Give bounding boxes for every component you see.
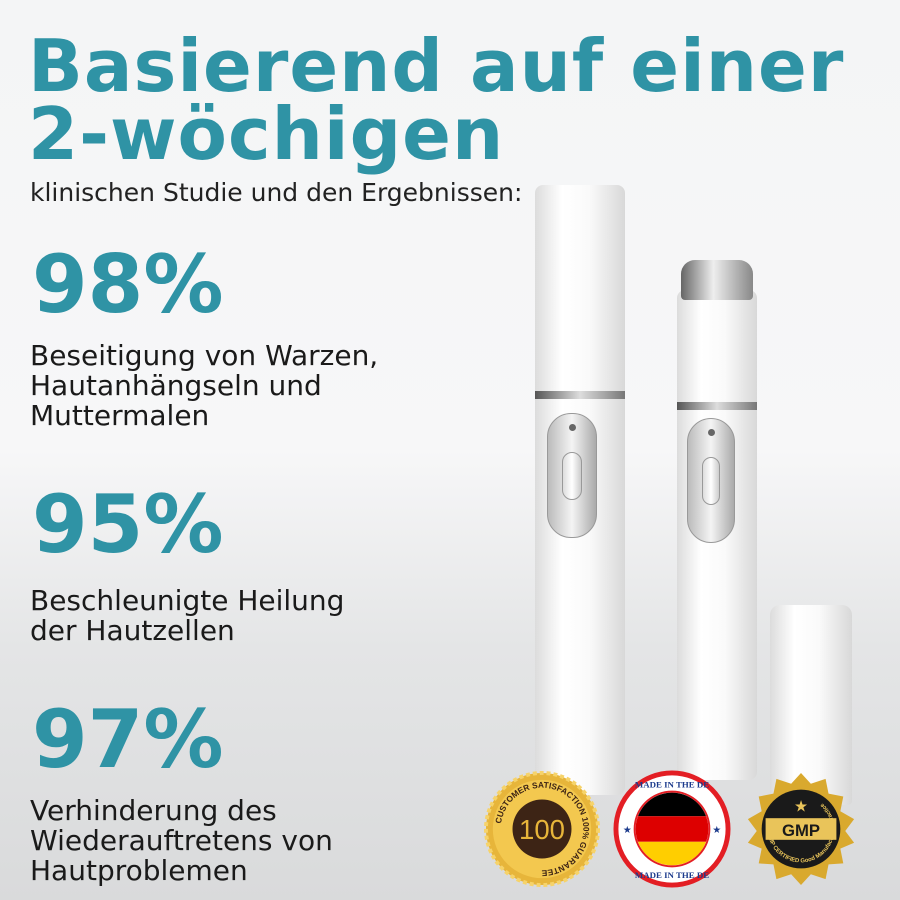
desc-line: Beschleunigte Heilung xyxy=(30,584,345,617)
pen-band xyxy=(677,402,757,410)
subtitle: klinischen Studie und den Ergebnissen: xyxy=(30,178,523,207)
stat-description: Beschleunigte Heilung der Hautzellen xyxy=(30,586,344,646)
svg-text:★: ★ xyxy=(623,825,632,836)
svg-text:★: ★ xyxy=(712,825,721,836)
stat-value: 98% xyxy=(32,238,224,331)
stat-description: Beseitigung von Warzen, Hautanhängseln u… xyxy=(30,341,378,431)
desc-line: Verhinderung des xyxy=(30,794,277,827)
headline: Basierend auf einer 2-wöchigen xyxy=(28,24,845,176)
desc-line: Hautanhängseln und xyxy=(30,369,322,402)
stat-value: 97% xyxy=(32,693,224,786)
pen-cap xyxy=(770,605,852,805)
desc-line: Beseitigung von Warzen, xyxy=(30,339,379,372)
pen-capped xyxy=(535,185,625,795)
desc-line: der Hautzellen xyxy=(30,614,235,647)
desc-line: Wiederauftretens von xyxy=(30,824,333,857)
svg-text:100: 100 xyxy=(519,814,565,845)
stat-value: 95% xyxy=(32,478,224,571)
desc-line: Hautproblemen xyxy=(30,854,248,887)
svg-text:MADE IN THE DE: MADE IN THE DE xyxy=(635,870,709,880)
pen-open xyxy=(677,260,757,780)
satisfaction-guarantee-badge: 100 CUSTOMER SATISFACTION 100% GUARANTEE xyxy=(483,770,601,888)
stat-description: Verhinderung des Wiederauftretens von Ha… xyxy=(30,796,333,886)
svg-text:GMP: GMP xyxy=(782,821,820,840)
desc-line: Muttermalen xyxy=(30,399,210,432)
pen-tip xyxy=(681,260,753,300)
pen-button xyxy=(687,418,735,543)
svg-text:★: ★ xyxy=(794,796,808,815)
gmp-certified-badge: ★ GMP GMP CERTIFIED Good Manufacturing P… xyxy=(747,772,855,886)
made-in-germany-badge: MADE IN THE DE MADE IN THE DE ★ ★ xyxy=(613,770,731,888)
pen-band xyxy=(535,391,625,399)
headline-line1: Basierend auf einer xyxy=(28,24,845,108)
headline-line2: 2-wöchigen xyxy=(28,92,505,176)
pen-button xyxy=(547,413,597,538)
svg-text:MADE IN THE DE: MADE IN THE DE xyxy=(635,780,709,790)
